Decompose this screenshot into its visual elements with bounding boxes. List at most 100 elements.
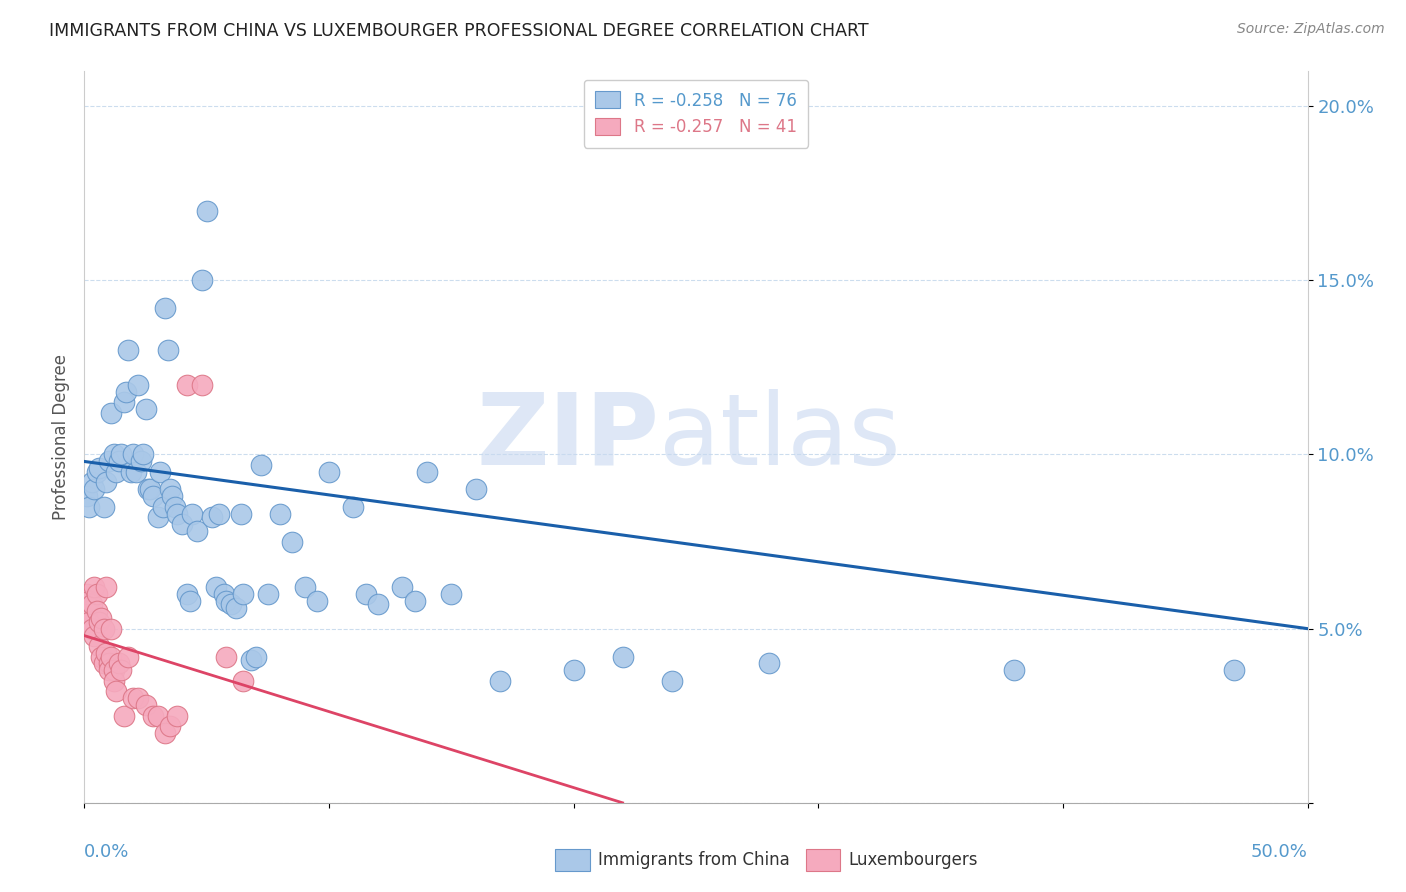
Point [142,489,165,503]
Point [758,657,780,671]
Point [200,510,222,524]
Text: ZIP: ZIP [477,389,659,485]
Point [489,673,512,688]
Point [159,719,181,733]
Point [127,377,149,392]
Point [125,465,148,479]
Point [122,448,145,462]
Point [103,673,125,688]
Point [110,448,132,462]
Point [117,649,139,664]
Point [112,395,135,409]
Point [83,483,105,497]
Point [249,458,271,472]
Point [77,615,100,629]
Point [83,580,105,594]
Point [239,653,262,667]
Point [107,657,129,671]
Point [112,708,135,723]
Point [1002,664,1025,678]
Point [215,594,238,608]
Point [86,604,108,618]
Text: 50.0%: 50.0% [1251,843,1308,861]
Point [153,301,176,316]
Point [127,691,149,706]
Point [367,597,389,611]
Point [404,594,426,608]
Point [257,587,280,601]
Point [269,507,291,521]
Point [612,649,634,664]
Point [103,448,125,462]
Point [77,500,100,514]
Point [105,465,128,479]
Point [117,343,139,357]
Bar [555,849,589,871]
Point [181,507,204,521]
Point [122,691,145,706]
Point [86,587,108,601]
Point [97,664,120,678]
Text: IMMIGRANTS FROM CHINA VS LUXEMBOURGER PROFESSIONAL DEGREE CORRELATION CHART: IMMIGRANTS FROM CHINA VS LUXEMBOURGER PR… [49,22,869,40]
Point [93,500,115,514]
Point [86,465,108,479]
Point [97,657,120,671]
Point [93,657,115,671]
Point [1223,664,1246,678]
Point [219,597,242,611]
Point [416,465,439,479]
Point [232,673,254,688]
Point [191,273,214,287]
Point [136,483,159,497]
Point [153,726,176,740]
Point [87,615,110,629]
Point [245,649,267,664]
Point [90,611,112,625]
Point [281,534,304,549]
Point [146,708,169,723]
Point [100,406,122,420]
Point [159,483,181,497]
Point [464,483,486,497]
Point [176,377,198,392]
Point [132,448,155,462]
Point [391,580,413,594]
Legend: R = -0.258   N = 76, R = -0.257   N = 41: R = -0.258 N = 76, R = -0.257 N = 41 [583,79,808,148]
Point [152,500,174,514]
Text: Luxembourgers: Luxembourgers [849,851,979,869]
Point [80,622,103,636]
Point [142,708,165,723]
Point [97,454,120,468]
Point [80,597,103,611]
Point [146,510,169,524]
Point [105,684,128,698]
Point [156,343,179,357]
Point [87,461,110,475]
Point [166,708,188,723]
Text: Immigrants from China: Immigrants from China [598,851,790,869]
Bar [806,849,841,871]
Point [76,604,98,618]
Point [305,594,328,608]
Point [229,507,252,521]
Point [107,454,129,468]
Point [195,203,218,218]
Point [90,649,112,664]
Point [661,673,683,688]
Point [110,664,132,678]
Point [83,629,105,643]
Point [96,580,118,594]
Point [562,664,585,678]
Text: atlas: atlas [659,389,901,485]
Point [115,384,138,399]
Point [232,587,254,601]
Point [162,489,184,503]
Point [354,587,377,601]
Point [103,664,125,678]
Point [100,649,122,664]
Point [225,600,247,615]
Point [96,646,118,660]
Point [129,454,152,468]
Point [120,465,142,479]
Point [135,402,157,417]
